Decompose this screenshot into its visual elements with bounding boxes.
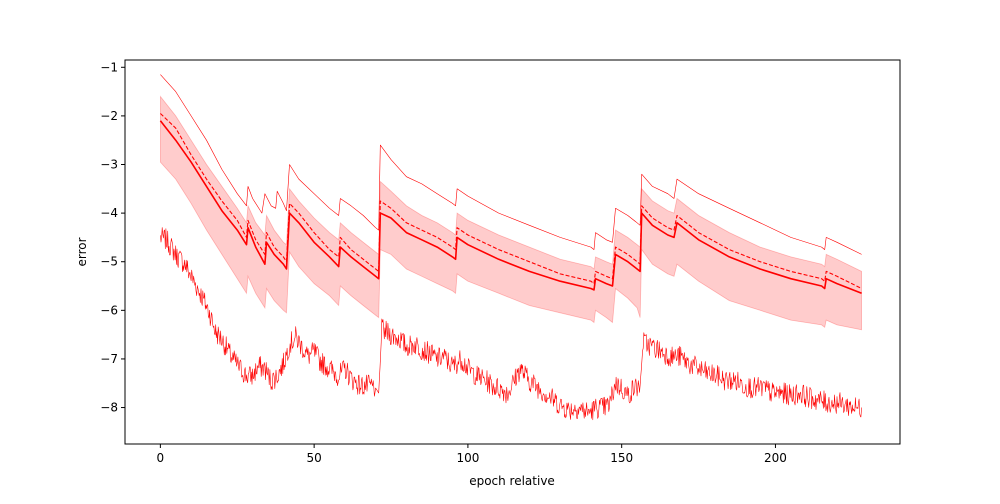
x-axis-ticks: 0 50 100 150 200 xyxy=(157,444,787,465)
x-tick-label: 150 xyxy=(610,451,633,465)
x-tick-label: 200 xyxy=(764,451,787,465)
y-axis-label: error xyxy=(75,237,89,266)
x-tick-label: 50 xyxy=(306,451,321,465)
axes-frame xyxy=(124,59,901,445)
y-tick-label: −4 xyxy=(100,206,118,220)
y-tick-label: −8 xyxy=(100,401,118,415)
plot-area xyxy=(159,74,862,421)
y-tick-label: −2 xyxy=(100,109,118,123)
y-tick-label: −5 xyxy=(100,255,118,269)
y-tick-label: −7 xyxy=(100,352,118,366)
y-tick-label: −3 xyxy=(100,158,118,172)
y-tick-label: −1 xyxy=(100,60,118,74)
series-line-lower-noisy xyxy=(160,227,862,421)
x-tick-label: 0 xyxy=(157,451,165,465)
series-line-upper-thin xyxy=(160,74,862,255)
y-axis-ticks: −8 −7 −6 −5 −4 −3 −2 −1 xyxy=(100,60,125,415)
x-tick-label: 100 xyxy=(456,451,479,465)
y-tick-label: −6 xyxy=(100,303,118,317)
x-axis-label: epoch relative xyxy=(469,474,555,488)
confidence-band xyxy=(160,95,862,331)
series-line-median xyxy=(159,120,862,295)
